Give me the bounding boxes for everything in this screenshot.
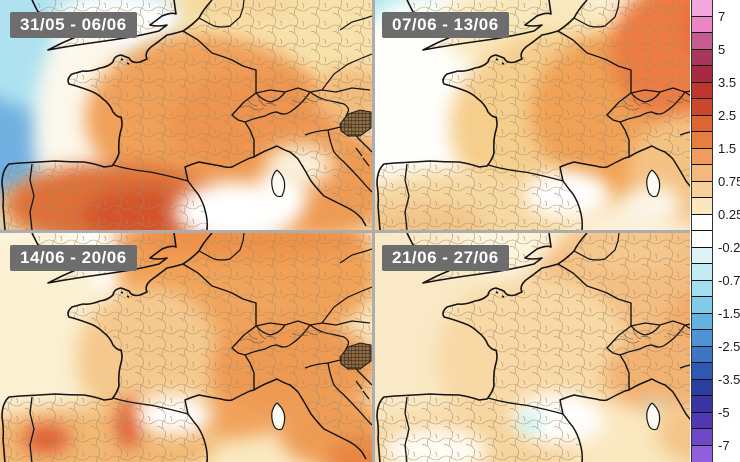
colorbar-segment	[692, 231, 712, 248]
colorbar-tick-label: 1.5	[718, 140, 737, 156]
colorbar-segment	[692, 49, 712, 66]
colorbar-tick-label: -5	[718, 404, 730, 420]
colorbar-tick-label: 0.75	[718, 173, 740, 189]
anomaly-blob	[657, 402, 690, 462]
colorbar-segment	[692, 115, 712, 132]
horizontal-divider	[0, 230, 690, 233]
colorbar-segment	[692, 280, 712, 297]
colorbar-segment	[692, 66, 712, 83]
colorbar-tick-label: 7	[718, 8, 726, 24]
colorbar-segment	[692, 82, 712, 99]
colorbar-segment	[692, 346, 712, 363]
colorbar-segment	[692, 99, 712, 116]
colorbar-segment	[692, 412, 712, 429]
colorbar-segment	[692, 445, 712, 462]
colorbar: 7 5 3.5 2.5 1.5 0.75 0.25 -0.25 -0.75 -1.5 -2.5 -3.…	[690, 0, 740, 462]
colorbar-segment	[692, 313, 712, 330]
colorbar-segment	[692, 429, 712, 446]
date-range-label-2: 07/06 - 13/06	[382, 12, 509, 38]
date-range-label-1: 31/05 - 06/06	[10, 12, 137, 38]
colorbar-segment	[692, 132, 712, 149]
colorbar-segment	[692, 33, 712, 50]
colorbar-tick-label: -0.25	[718, 239, 740, 255]
colorbar-tick-label: 2.5	[718, 107, 737, 123]
colorbar-segment	[692, 198, 712, 215]
colorbar-segment	[692, 330, 712, 347]
colorbar-segment	[692, 214, 712, 231]
colorbar-segment	[692, 16, 712, 33]
colorbar-tick-label: -3.5	[718, 371, 740, 387]
colorbar-segment	[692, 181, 712, 198]
anomaly-blob	[625, 185, 681, 225]
colorbar-segment	[692, 264, 712, 281]
map-panel-1	[0, 0, 372, 230]
colorbar-gradient	[691, 0, 713, 462]
colorbar-segment	[692, 363, 712, 380]
colorbar-tick-label: 3.5	[718, 74, 737, 90]
colorbar-segment	[692, 379, 712, 396]
colorbar-segment	[692, 297, 712, 314]
map-panel-2	[375, 0, 690, 230]
colorbar-tick-label: -0.75	[718, 272, 740, 288]
date-range-label-4: 21/06 - 27/06	[382, 245, 509, 271]
colorbar-segment	[692, 247, 712, 264]
colorbar-segment	[692, 0, 712, 17]
colorbar-segment	[692, 165, 712, 182]
map-panel-3	[0, 233, 372, 462]
colorbar-tick-label: -2.5	[718, 338, 740, 354]
colorbar-tick-label: 5	[718, 41, 726, 57]
date-range-label-3: 14/06 - 20/06	[10, 245, 137, 271]
colorbar-segment	[692, 148, 712, 165]
colorbar-tick-label: -7	[718, 437, 730, 453]
colorbar-segment	[692, 396, 712, 413]
colorbar-tick-label: 0.25	[718, 206, 740, 222]
colorbar-tick-label: -1.5	[718, 305, 740, 321]
